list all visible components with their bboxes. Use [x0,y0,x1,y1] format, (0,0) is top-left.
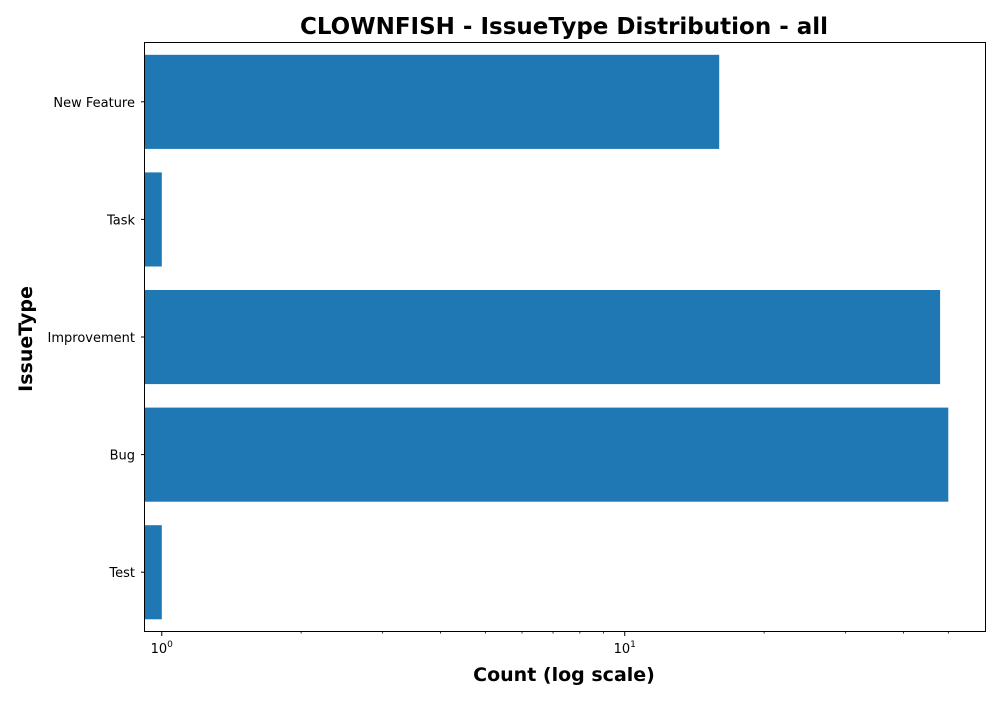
bar-new-feature [145,54,720,149]
plot-frame [144,42,986,632]
y-tick-label: Test [108,566,135,581]
bar-test [145,525,162,620]
y-tick-label: Task [106,213,136,228]
y-axis-label: IssueType [15,286,37,392]
y-tick-label: Bug [110,449,135,464]
chart-title: CLOWNFISH - IssueType Distribution - all [300,14,828,40]
y-tick-label: Improvement [48,331,135,346]
y-ticks: New Feature Task Improvement Bug Test [48,96,145,581]
y-tick-label: New Feature [53,96,135,111]
x-tick-label: 100 [151,640,174,657]
bars-layer [145,54,949,620]
bar-improvement [145,290,941,385]
x-ticks: 100 101 [151,631,949,657]
bar-bug [145,407,949,502]
x-tick-label: 101 [614,640,636,657]
x-axis-label: Count (log scale) [473,664,655,686]
bar-task [145,172,162,267]
